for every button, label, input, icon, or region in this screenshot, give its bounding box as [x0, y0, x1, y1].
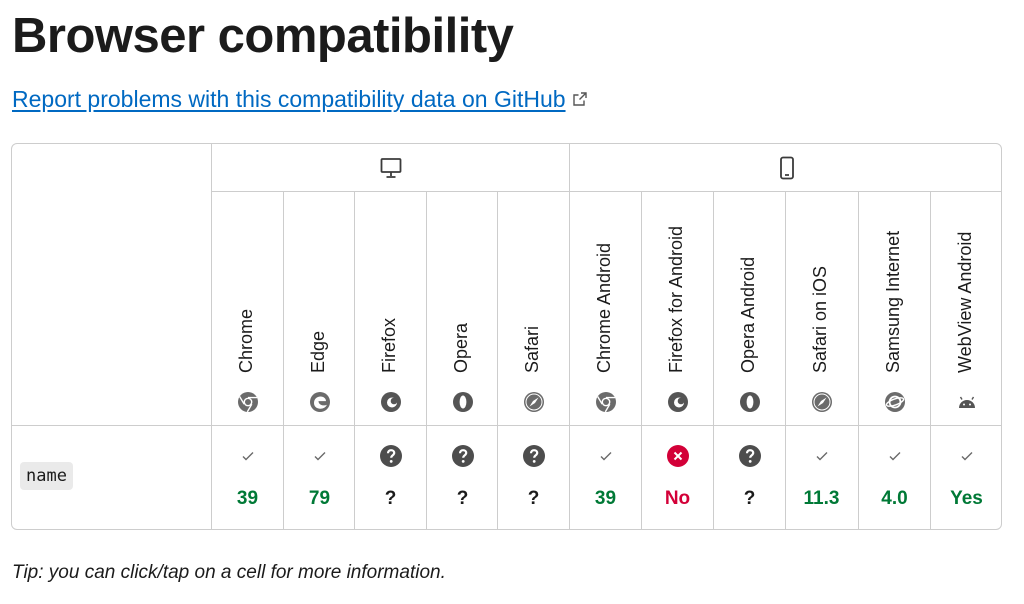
browser-header-chrome: Chrome — [212, 192, 283, 425]
support-version: 11.3 — [803, 488, 840, 509]
browser-name: Opera — [450, 322, 471, 373]
divider — [930, 192, 931, 529]
divider — [497, 192, 498, 529]
support-version: ? — [743, 488, 756, 509]
question-icon — [738, 444, 762, 468]
compat-table: Chrome Edge Firefox Opera Safari Chrome … — [11, 143, 1002, 530]
chrome-icon — [237, 392, 258, 413]
divider — [713, 192, 714, 529]
support-version: ? — [456, 488, 469, 509]
page-title: Browser compatibility — [12, 9, 514, 63]
safari-icon — [523, 392, 544, 412]
support-version: Yes — [950, 488, 983, 509]
check-icon — [810, 444, 834, 468]
browser-header-webview-android: WebView Android — [931, 192, 1001, 425]
divider — [426, 192, 427, 529]
browser-name: Opera Android — [737, 256, 758, 373]
check-icon — [594, 444, 618, 468]
platform-mobile-header — [570, 144, 1001, 191]
browser-header-safari-ios: Safari on iOS — [786, 192, 857, 425]
question-icon — [451, 444, 475, 468]
external-link-icon — [572, 92, 587, 106]
report-problems-link[interactable]: Report problems with this compatibility … — [12, 84, 588, 114]
browser-header-samsung-internet: Samsung Internet — [859, 192, 930, 425]
browser-name: WebView Android — [954, 231, 975, 373]
support-version: No — [664, 488, 691, 509]
support-cell-opera[interactable]: ? — [427, 426, 498, 529]
support-version: 39 — [236, 488, 259, 509]
desktop-icon — [380, 157, 401, 178]
divider — [858, 192, 859, 529]
browser-name: Edge — [307, 330, 328, 373]
opera-icon — [452, 392, 473, 412]
divider — [569, 144, 570, 529]
feature-name: name — [20, 462, 73, 490]
support-cell-chrome[interactable]: 39 — [212, 426, 283, 529]
support-version: 4.0 — [881, 488, 908, 509]
divider — [211, 144, 212, 529]
divider — [12, 425, 1001, 426]
check-icon — [955, 444, 979, 468]
android-icon — [958, 396, 975, 408]
browser-name: Firefox — [378, 317, 399, 373]
samsung-internet-icon — [884, 392, 905, 412]
question-icon — [522, 444, 546, 468]
chrome-icon — [595, 392, 616, 413]
support-cell-opera-android[interactable]: ? — [714, 426, 785, 529]
firefox-icon — [380, 392, 401, 412]
divider — [641, 192, 642, 529]
question-icon — [379, 444, 403, 468]
safari-icon — [811, 392, 832, 412]
firefox-icon — [667, 392, 688, 412]
check-icon — [236, 444, 260, 468]
opera-icon — [739, 392, 760, 412]
support-cell-safari[interactable]: ? — [498, 426, 569, 529]
tip-text: Tip: you can click/tap on a cell for mor… — [12, 562, 446, 583]
browser-header-edge: Edge — [284, 192, 355, 425]
browser-header-firefox-android: Firefox for Android — [642, 192, 713, 425]
support-cell-chrome-android[interactable]: 39 — [570, 426, 641, 529]
divider — [211, 191, 1001, 192]
support-cell-edge[interactable]: 79 — [284, 426, 355, 529]
browser-header-chrome-android: Chrome Android — [570, 192, 641, 425]
support-cell-firefox[interactable]: ? — [355, 426, 426, 529]
edge-icon — [309, 392, 330, 412]
browser-header-safari: Safari — [498, 192, 569, 425]
check-icon — [883, 444, 907, 468]
divider — [354, 192, 355, 529]
mobile-icon — [779, 156, 794, 179]
browser-name: Samsung Internet — [882, 230, 903, 373]
check-icon — [308, 444, 332, 468]
support-version: 39 — [594, 488, 617, 509]
support-version: 79 — [308, 488, 331, 509]
browser-name: Firefox for Android — [665, 225, 686, 373]
platform-desktop-header — [212, 144, 569, 191]
divider — [283, 192, 284, 529]
support-cell-safari-ios[interactable]: 11.3 — [786, 426, 857, 529]
support-version: ? — [527, 488, 540, 509]
divider — [785, 192, 786, 529]
support-cell-samsung-internet[interactable]: 4.0 — [859, 426, 930, 529]
browser-header-opera-android: Opera Android — [714, 192, 785, 425]
support-cell-webview-android[interactable]: Yes — [931, 426, 1001, 529]
report-link-label: Report problems with this compatibility … — [12, 86, 566, 112]
browser-header-opera: Opera — [427, 192, 498, 425]
support-version: ? — [384, 488, 397, 509]
browser-header-firefox: Firefox — [355, 192, 426, 425]
browser-name: Chrome — [235, 308, 256, 373]
cross-icon — [666, 444, 690, 468]
support-cell-firefox-android[interactable]: No — [642, 426, 713, 529]
browser-name: Safari on iOS — [809, 265, 830, 373]
browser-name: Chrome Android — [593, 242, 614, 373]
browser-name: Safari — [521, 325, 542, 373]
